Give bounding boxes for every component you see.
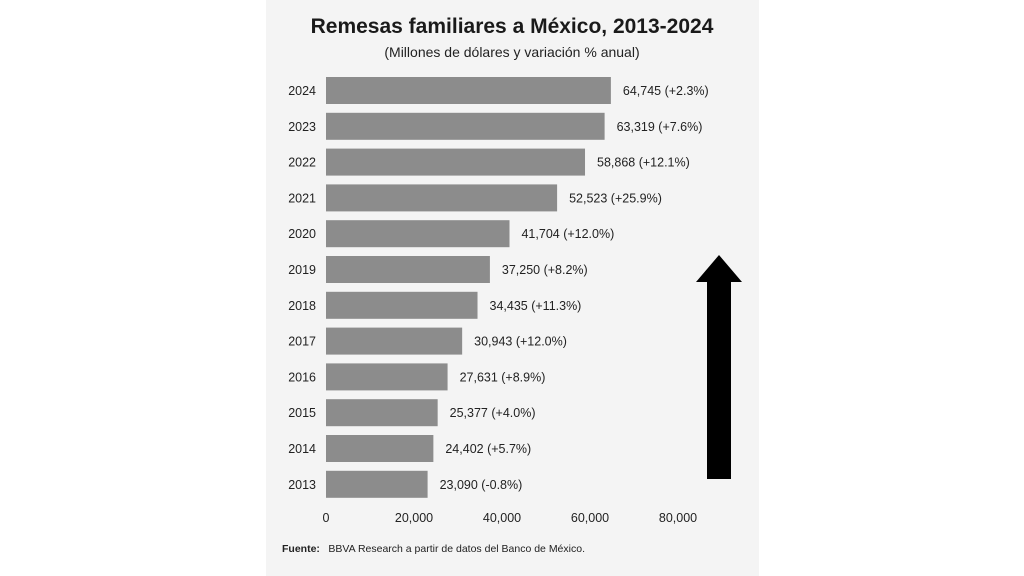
chart-title: Remesas familiares a México, 2013-2024 xyxy=(311,15,714,38)
category-label-2021: 2021 xyxy=(288,191,316,205)
bar-2021 xyxy=(326,184,558,212)
data-label-2022: 58,868 (+12.1%) xyxy=(597,156,690,170)
bar-2019 xyxy=(326,256,490,283)
bar-2024 xyxy=(326,77,611,104)
category-label-2013: 2013 xyxy=(288,478,316,492)
category-label-2017: 2017 xyxy=(288,335,316,349)
category-label-2016: 2016 xyxy=(288,370,316,384)
bar-2018 xyxy=(326,291,478,319)
source-label: Fuente: xyxy=(282,543,320,555)
bar-2022 xyxy=(326,148,586,176)
bar-2014 xyxy=(326,435,434,462)
bar-2020 xyxy=(326,220,510,248)
data-label-2015: 25,377 (+4.0%) xyxy=(450,406,536,420)
bars-group xyxy=(326,77,611,498)
source-note: Fuente: BBVA Research a partir de datos … xyxy=(282,539,585,556)
bar-2016 xyxy=(326,363,448,391)
chart-subtitle: (Millones de dólares y variación % anual… xyxy=(384,44,639,60)
up-arrow-icon xyxy=(696,255,742,479)
data-labels: 64,745 (+2.3%) 63,319 (+7.6%) 58,868 (+12.… xyxy=(440,84,709,492)
source-text: BBVA Research a partir de datos del Banc… xyxy=(328,543,585,555)
category-label-2020: 2020 xyxy=(288,227,316,241)
data-label-2024: 64,745 (+2.3%) xyxy=(623,84,709,98)
category-label-2015: 2015 xyxy=(288,406,316,420)
category-label-2019: 2019 xyxy=(288,263,316,277)
x-tick-label-60000: 60,000 xyxy=(571,511,609,525)
category-label-2014: 2014 xyxy=(288,442,316,456)
x-tick-label-40000: 40,000 xyxy=(483,511,521,525)
data-label-2021: 52,523 (+25.9%) xyxy=(569,191,662,205)
data-label-2019: 37,250 (+8.2%) xyxy=(502,263,588,277)
x-tick-label-20000: 20,000 xyxy=(395,511,433,525)
data-label-2014: 24,402 (+5.7%) xyxy=(445,442,531,456)
category-label-2018: 2018 xyxy=(288,299,316,313)
bar-2023 xyxy=(326,112,605,140)
category-label-2024: 2024 xyxy=(288,84,316,98)
category-label-2022: 2022 xyxy=(288,156,316,170)
data-label-2018: 34,435 (+11.3%) xyxy=(490,299,582,313)
data-label-2013: 23,090 (-0.8%) xyxy=(440,478,523,492)
bar-2015 xyxy=(326,399,438,427)
x-axis-ticks: 0 20,000 40,000 60,000 80,000 xyxy=(323,511,698,525)
data-label-2017: 30,943 (+12.0%) xyxy=(474,335,567,349)
data-label-2020: 41,704 (+12.0%) xyxy=(521,227,614,241)
bar-2013 xyxy=(326,470,428,498)
data-label-2016: 27,631 (+8.9%) xyxy=(460,370,546,384)
category-label-2023: 2023 xyxy=(288,120,316,134)
category-labels: 2024 2023 2022 2021 2020 2019 2018 2017 2016 2015… xyxy=(288,84,316,492)
bar-2017 xyxy=(326,327,463,355)
x-tick-label-0: 0 xyxy=(323,511,330,525)
data-label-2023: 63,319 (+7.6%) xyxy=(617,120,703,134)
x-tick-label-80000: 80,000 xyxy=(659,511,697,525)
